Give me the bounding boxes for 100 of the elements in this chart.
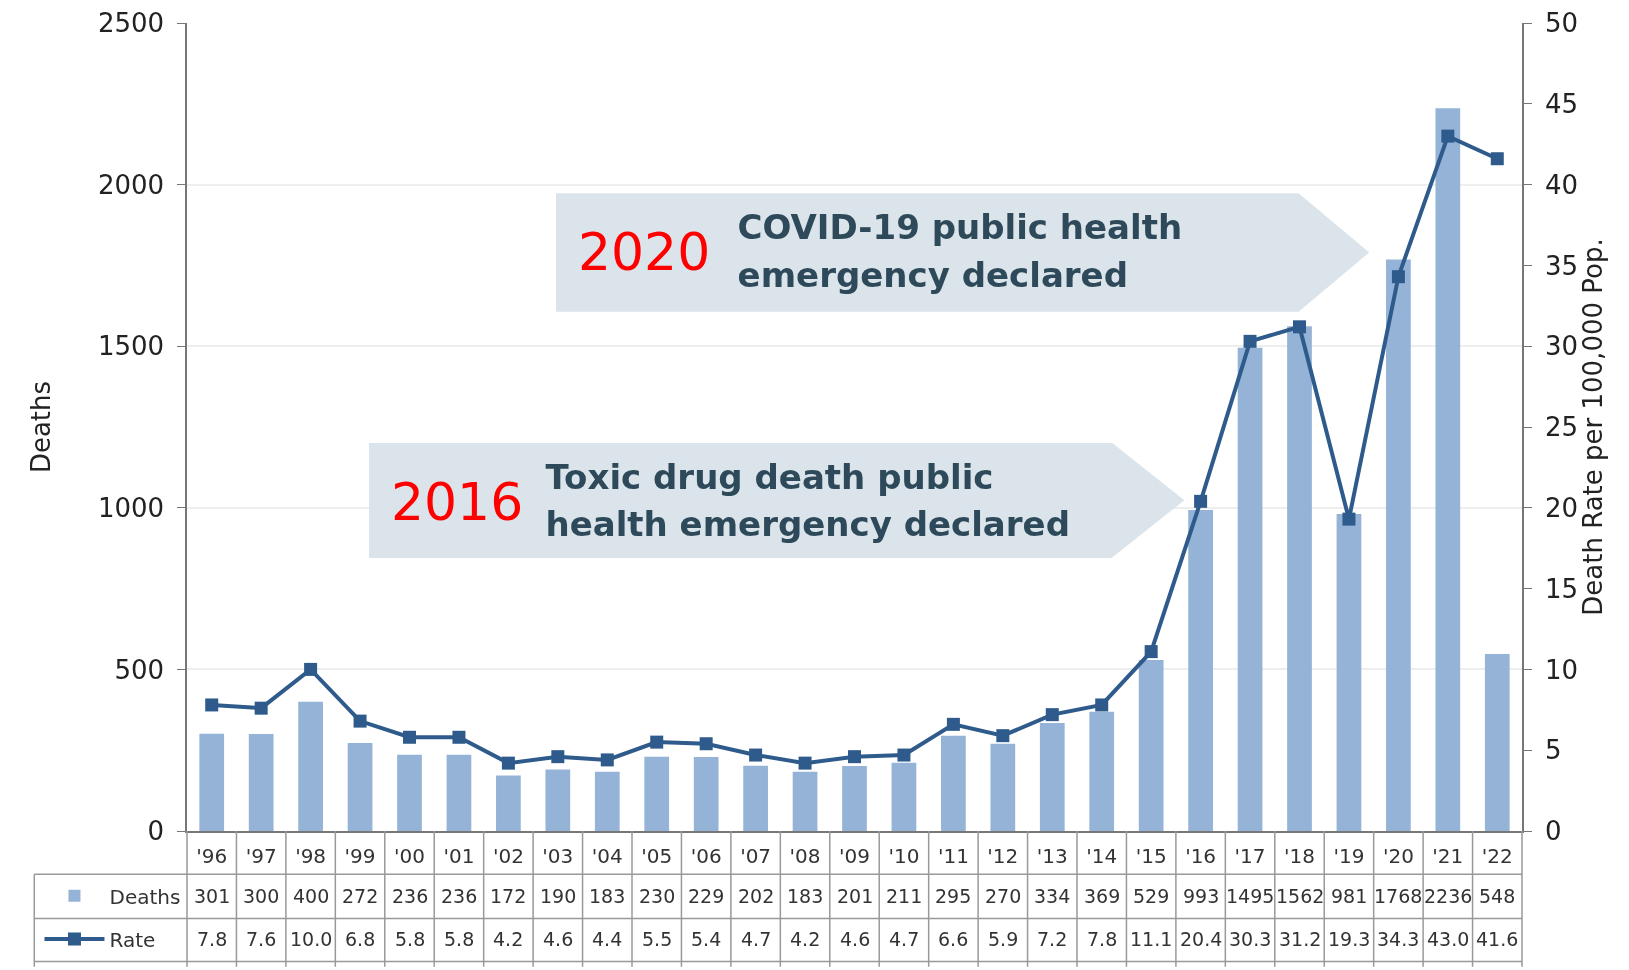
annotation: Toxic drug death public health emergency declared: [545, 456, 1070, 547]
data-label: 529: [1133, 885, 1170, 907]
point: [1095, 698, 1109, 712]
point: [1342, 512, 1356, 526]
bar: [644, 756, 670, 831]
data-label: 993: [1183, 885, 1220, 907]
point: [699, 737, 713, 751]
point: [1045, 708, 1059, 722]
bar: [496, 775, 521, 831]
point: [749, 748, 763, 762]
y2-tick-label: 35: [1544, 250, 1579, 281]
data-label: 301: [194, 885, 231, 907]
bar: [248, 734, 274, 831]
data-label: 236: [441, 885, 478, 907]
bar: [1287, 326, 1312, 831]
data-label: 43.0: [1427, 928, 1470, 950]
point: [1293, 320, 1306, 334]
data-label: 202: [738, 885, 775, 907]
x-tick-label: '17: [1234, 843, 1266, 868]
bar: [842, 766, 867, 831]
y2-tick-label: 45: [1544, 88, 1579, 119]
data-label: 5.5: [642, 928, 673, 950]
bar: [1336, 513, 1362, 831]
data-label: 7.6: [246, 928, 277, 950]
legend-label: Deaths: [109, 884, 181, 909]
point: [1194, 494, 1208, 508]
point: [897, 748, 911, 762]
data-label: 4.4: [592, 928, 623, 950]
bar: [1237, 347, 1263, 831]
bar: [594, 771, 620, 831]
data-label: 183: [589, 885, 626, 907]
bar: [446, 754, 472, 831]
y2-axis-title: Death Rate per 100,000 Pop.: [1578, 238, 1609, 616]
data-label: 4.2: [493, 928, 524, 950]
x-tick-label: '20: [1382, 843, 1414, 868]
data-label: 1495: [1226, 885, 1275, 907]
data-label: 7.8: [1087, 928, 1118, 950]
bar: [941, 735, 966, 831]
x-tick-label: '97: [245, 843, 277, 868]
bar: [1188, 510, 1213, 831]
bar: [545, 769, 571, 831]
x-tick-label: '15: [1135, 843, 1167, 868]
point: [304, 662, 318, 676]
x-tick-label: '96: [196, 843, 228, 868]
point: [205, 698, 219, 712]
y-tick-label: 1500: [97, 331, 165, 362]
point: [996, 729, 1010, 743]
point: [353, 714, 367, 728]
data-label: 4.7: [741, 928, 772, 950]
bar: [1089, 711, 1115, 831]
x-tick-label: '21: [1432, 843, 1464, 868]
data-label: 400: [293, 885, 330, 907]
bar: [1484, 653, 1510, 831]
data-label: 172: [490, 885, 527, 907]
bar: [693, 756, 719, 831]
point: [254, 701, 268, 715]
point: [600, 753, 614, 767]
x-tick-label: '13: [1036, 843, 1068, 868]
annotation: COVID-19 public health emergency declared: [737, 206, 1183, 298]
data-label: 4.6: [840, 928, 871, 950]
bar: [1138, 660, 1164, 831]
x-tick-label: '04: [591, 843, 623, 868]
x-tick-label: '98: [295, 843, 327, 868]
x-tick-label: '03: [542, 843, 574, 868]
annotation: 2016: [390, 471, 524, 532]
data-label: 548: [1479, 885, 1516, 907]
y2-tick-label: 15: [1544, 573, 1579, 604]
bar: [891, 762, 917, 831]
data-label: 31.2: [1279, 928, 1322, 950]
point: [946, 717, 960, 731]
x-tick-label: '99: [344, 843, 376, 868]
data-label: 1562: [1276, 885, 1325, 907]
x-tick-label: '05: [641, 843, 673, 868]
x-tick-label: '07: [740, 843, 772, 868]
point: [1144, 645, 1158, 659]
x-tick-label: '08: [789, 843, 821, 868]
x-tick-label: '09: [839, 843, 870, 868]
x-tick-label: '18: [1284, 843, 1315, 868]
y-tick-label: 1000: [97, 492, 165, 523]
data-label: 11.1: [1130, 928, 1173, 950]
bar: [199, 733, 225, 831]
point: [1243, 334, 1257, 348]
data-label: 5.8: [395, 928, 426, 950]
data-label: 19.3: [1328, 928, 1371, 950]
data-label: 7.2: [1037, 928, 1068, 950]
data-label: 7.8: [197, 928, 228, 950]
y-tick-label: 2000: [97, 169, 165, 200]
y-tick-label: 0: [147, 816, 165, 847]
data-label: 295: [935, 885, 972, 907]
y-tick-label: 2500: [97, 8, 165, 39]
y-axis-title: Deaths: [25, 380, 56, 474]
data-label: 183: [787, 885, 824, 907]
data-label: 270: [985, 885, 1022, 907]
x-tick-label: '11: [937, 843, 969, 868]
data-label: 4.6: [543, 928, 574, 950]
point: [551, 750, 565, 764]
y-tick-label: 500: [114, 654, 165, 685]
point: [501, 756, 515, 770]
data-label: 981: [1331, 885, 1368, 907]
data-label: 4.7: [889, 928, 920, 950]
